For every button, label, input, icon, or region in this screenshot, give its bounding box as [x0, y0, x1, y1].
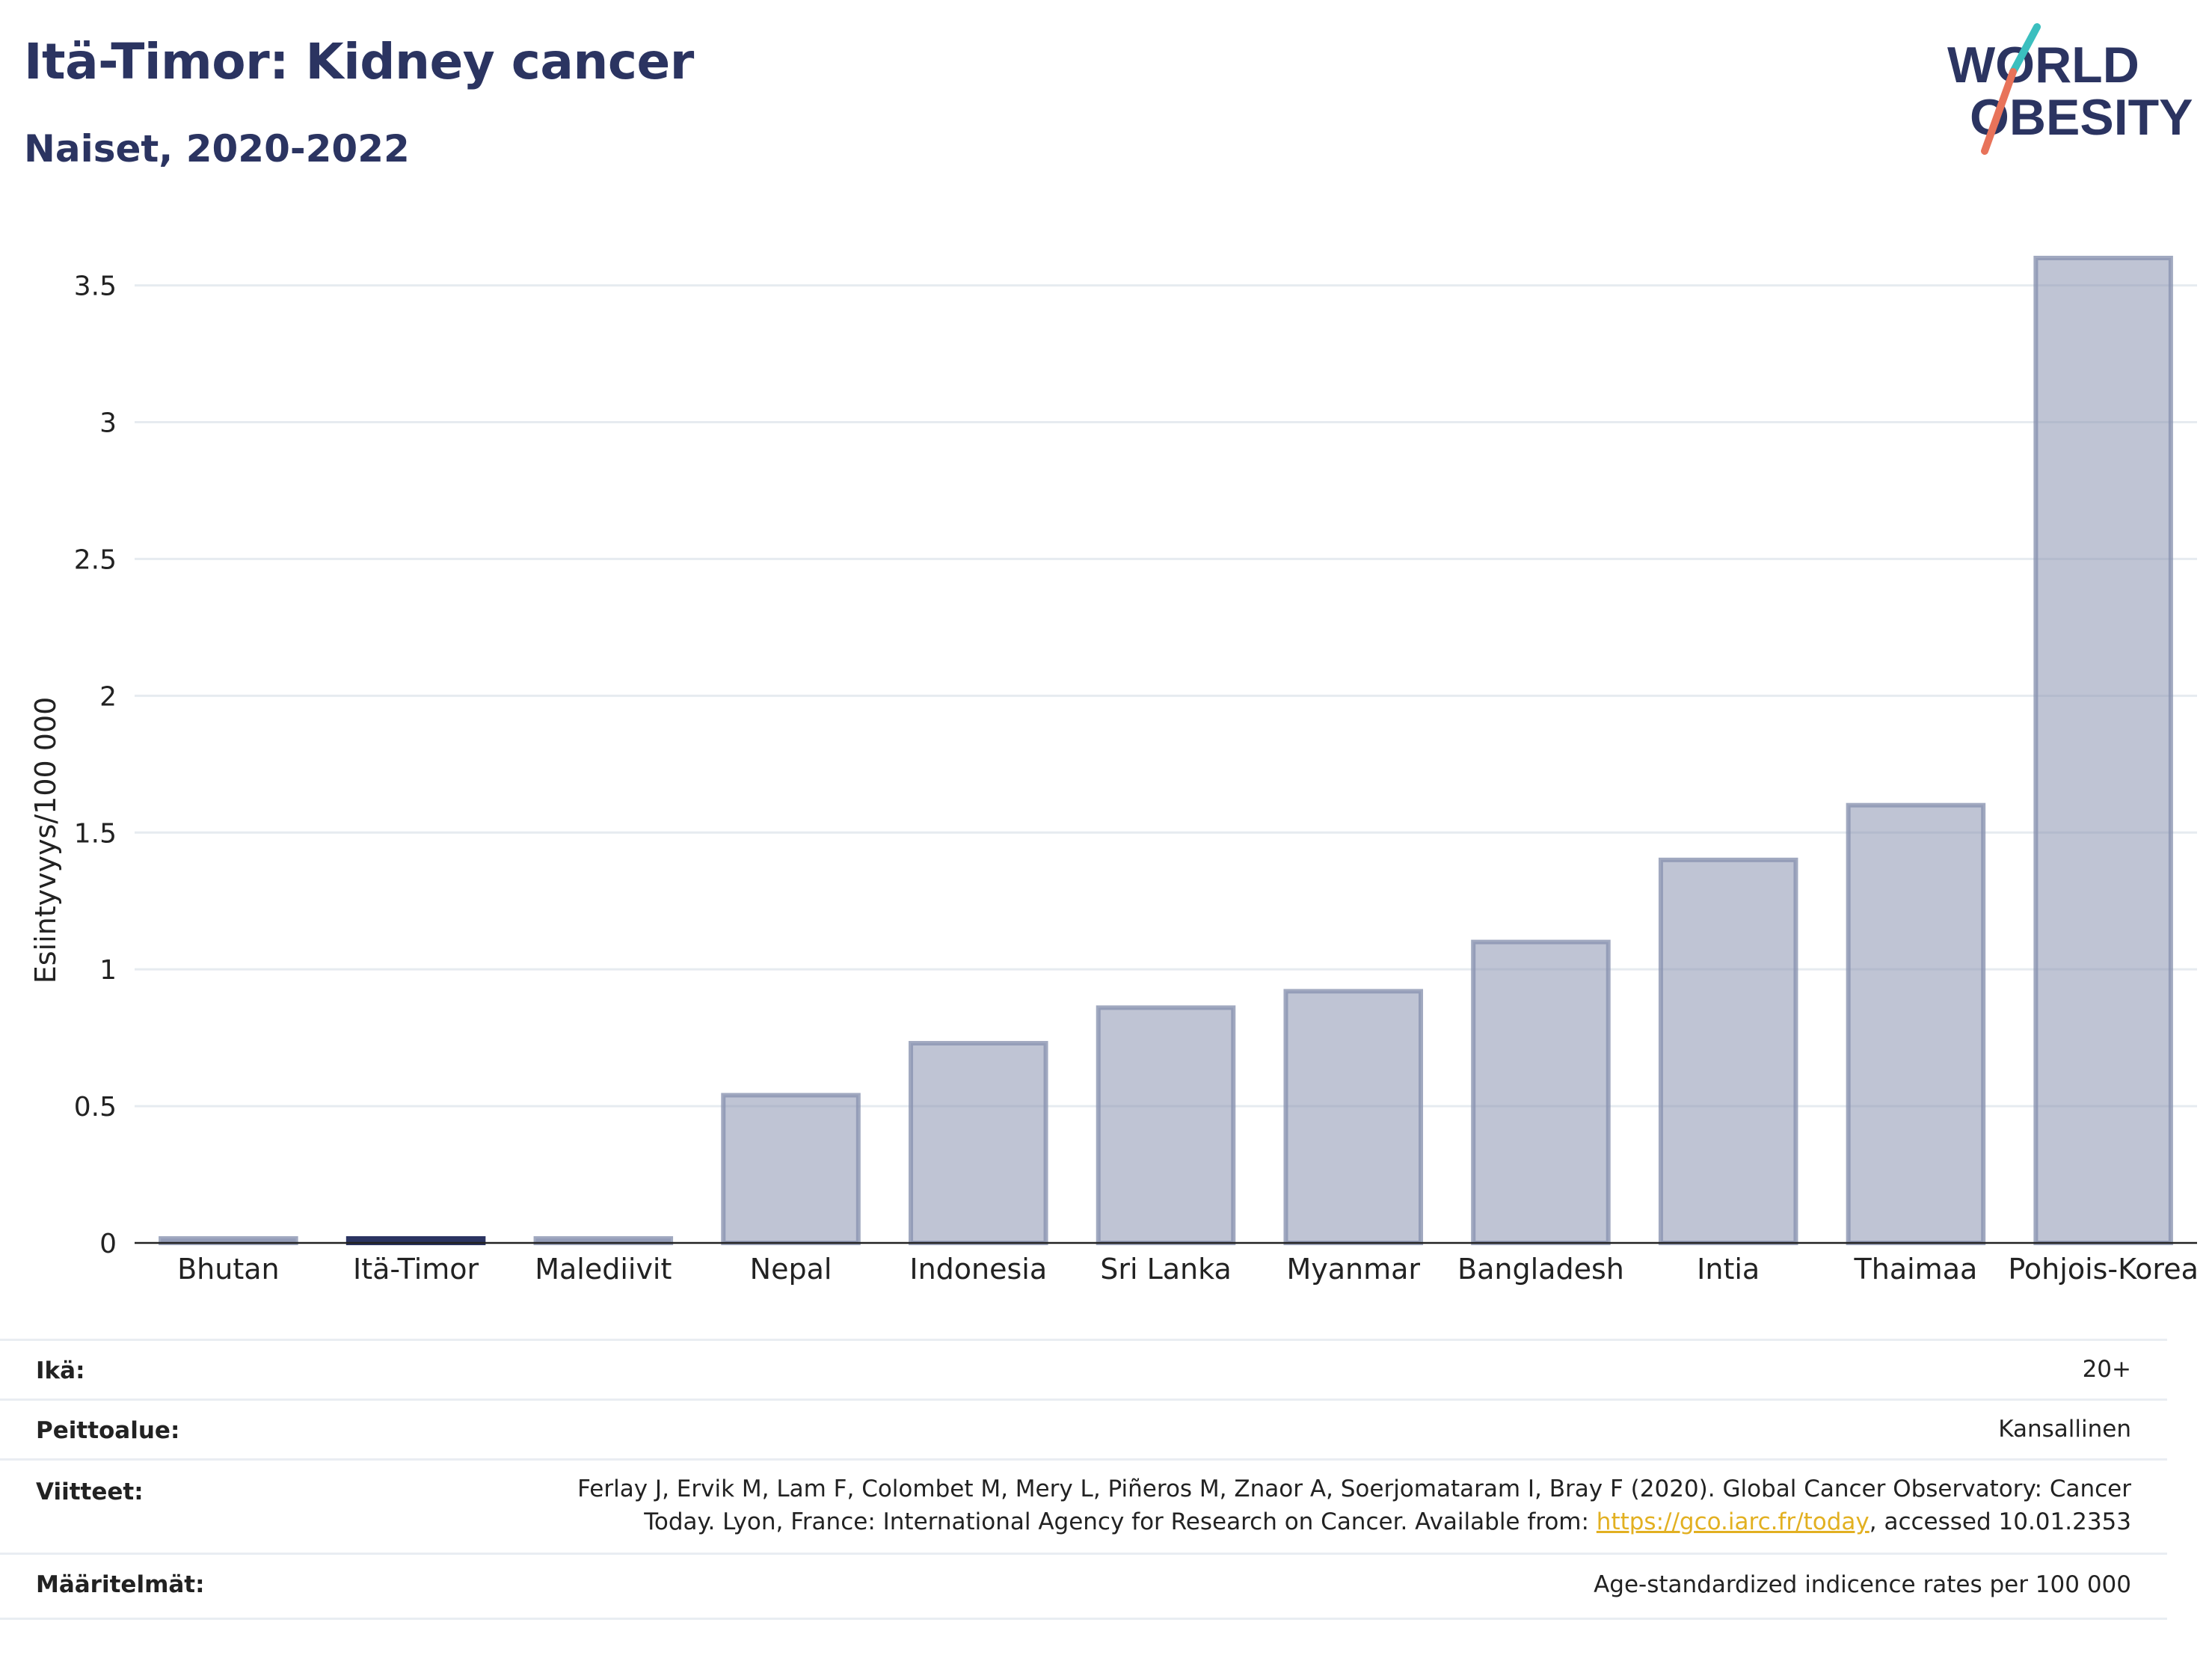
y-tick-label: 2.5 — [74, 544, 117, 575]
y-tick-label: 3 — [99, 408, 117, 439]
y-axis-label: Esiintyvyys/100 000 — [29, 697, 62, 984]
references-line2-post: , accessed 10.01.2353 — [1869, 1508, 2131, 1535]
x-tick-label: Malediivit — [535, 1253, 672, 1286]
coverage-value: Kansallinen — [1998, 1416, 2131, 1443]
bar-sri-lanka — [1096, 1005, 1236, 1245]
x-axis-labels: Bhutan Itä-Timor Malediivit Nepal Indonesia S… — [177, 1253, 2199, 1286]
meta-row-definitions: Määritelmät: Age-standardized indicence … — [0, 1553, 2167, 1620]
bar-myanmar — [1283, 989, 1423, 1246]
x-tick-label: Nepal — [750, 1253, 832, 1286]
chart-subtitle: Naiset, 2020-2022 — [24, 127, 410, 171]
references-line1: Ferlay J, Ervik M, Lam F, Colombet M, Me… — [577, 1476, 2131, 1502]
x-tick-label: Itä-Timor — [353, 1253, 479, 1286]
meta-row-references: Viitteet: Ferlay J, Ervik M, Lam F, Colo… — [0, 1458, 2167, 1555]
bar-intia — [1658, 857, 1798, 1246]
definitions-value: Age-standardized indicence rates per 100… — [1594, 1571, 2131, 1598]
chart-title: Itä-Timor: Kidney cancer — [24, 33, 694, 90]
x-tick-label: Bangladesh — [1457, 1253, 1624, 1286]
age-label: Ikä: — [36, 1357, 85, 1384]
x-tick-label: Intia — [1697, 1253, 1760, 1286]
bar-chart: 0 0.5 1 1.5 2 2.5 3 3.5 Bhutan Itä-Timor Malediiv… — [29, 256, 2199, 1286]
x-tick-label: Bhutan — [177, 1253, 280, 1286]
bars — [159, 256, 2173, 1246]
bar-nepal — [721, 1093, 861, 1245]
bar-thaimaa — [1846, 802, 1986, 1245]
references-link[interactable]: https://gco.iarc.fr/today — [1596, 1508, 1870, 1535]
y-tick-label: 0.5 — [74, 1092, 117, 1123]
x-tick-label: Pohjois-Korea — [2008, 1253, 2199, 1286]
references-label: Viitteet: — [36, 1479, 144, 1505]
y-tick-label: 2 — [99, 681, 117, 712]
meta-row-age: Ikä: 20+ — [0, 1339, 2167, 1401]
y-tick-label: 3.5 — [74, 271, 117, 302]
bar-pohjois-korea — [2033, 256, 2173, 1245]
x-tick-label: Indonesia — [909, 1253, 1047, 1286]
meta-row-coverage: Peittoalue: Kansallinen — [0, 1398, 2167, 1461]
logo-line1: WORLD — [1947, 37, 2139, 93]
references-line2-pre: Today. Lyon, France: International Agenc… — [644, 1508, 1597, 1535]
age-value: 20+ — [2082, 1356, 2131, 1383]
bar-bangladesh — [1471, 939, 1611, 1246]
bar-indonesia — [909, 1040, 1048, 1245]
x-tick-label: Sri Lanka — [1100, 1253, 1232, 1286]
references-line2: Today. Lyon, France: International Agenc… — [577, 1505, 2131, 1538]
coverage-label: Peittoalue: — [36, 1417, 180, 1444]
world-obesity-logo: WORLD OBESITY — [1947, 23, 2193, 155]
y-tick-label: 1 — [99, 955, 117, 986]
x-tick-label: Myanmar — [1286, 1253, 1420, 1286]
x-tick-label: Thaimaa — [1854, 1253, 1978, 1286]
y-tick-label: 1.5 — [74, 818, 117, 849]
y-axis-ticks: 0 0.5 1 1.5 2 2.5 3 3.5 — [74, 271, 117, 1259]
y-tick-label: 0 — [99, 1229, 117, 1259]
references-value: Ferlay J, Ervik M, Lam F, Colombet M, Me… — [577, 1473, 2131, 1538]
definitions-label: Määritelmät: — [36, 1571, 205, 1598]
